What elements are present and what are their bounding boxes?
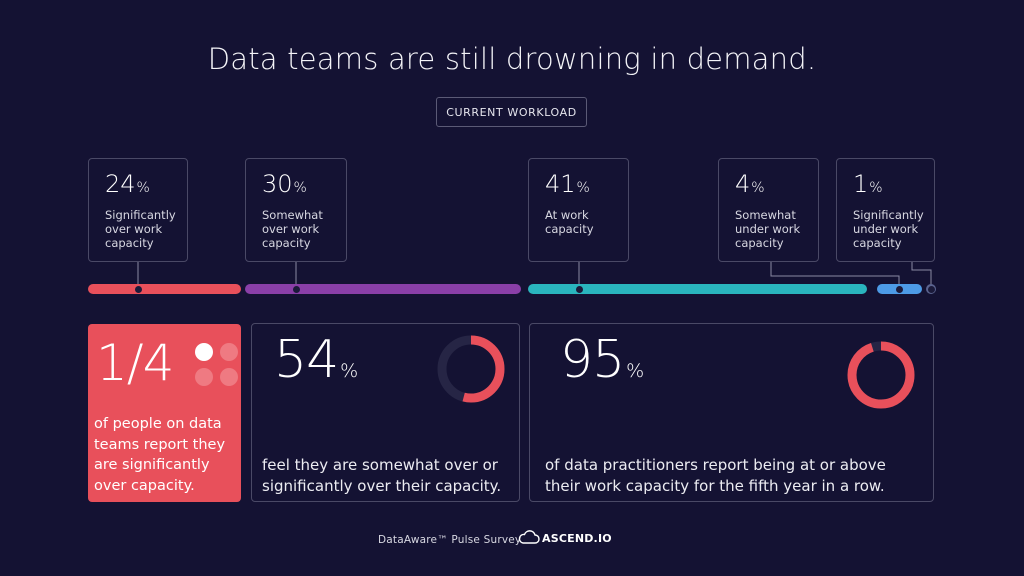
bar-marker-dot: [896, 286, 903, 293]
bar-marker-dot: [576, 286, 583, 293]
cloud-icon: [518, 530, 540, 544]
segment-percent: 24%: [105, 170, 150, 198]
segment-label: Somewhat over work capacity: [262, 208, 323, 251]
stat-card-54: 54% feel they are somewhat over or signi…: [251, 323, 520, 502]
progress-ring-95: [847, 341, 915, 409]
segment-card: 24% Significantly over work capacity: [88, 158, 188, 262]
bar-marker-dot: [928, 286, 935, 293]
section-label: CURRENT WORKLOAD: [436, 97, 587, 127]
bar-segment-significantly-over: [88, 284, 241, 294]
stat-value: 1/4: [96, 334, 174, 392]
brand-logo: ASCEND.IO: [518, 530, 612, 546]
progress-ring-54: [437, 335, 505, 403]
segment-percent: 41%: [545, 170, 590, 198]
stat-card-95: 95% of data practitioners report being a…: [529, 323, 934, 502]
segment-card: 4% Somewhat under work capacity: [718, 158, 819, 262]
stat-card-quarter: 1/4 of people on data teams report they …: [88, 324, 241, 502]
stat-value: 54%: [274, 330, 359, 390]
stat-description: feel they are somewhat over or significa…: [262, 456, 502, 495]
segment-card: 41% At work capacity: [528, 158, 629, 262]
segment-card: 30% Somewhat over work capacity: [245, 158, 347, 262]
ring-fill: [847, 341, 915, 409]
dot-3: [195, 368, 213, 386]
stat-value: 95%: [560, 330, 645, 390]
dot-4: [220, 368, 238, 386]
bar-segment-somewhat-over: [245, 284, 521, 294]
segment-label: Significantly under work capacity: [853, 208, 924, 251]
segment-percent: 4%: [735, 170, 765, 198]
survey-credit: DataAware™ Pulse Survey: [378, 534, 522, 546]
ring-fill: [437, 335, 505, 403]
dot-2: [220, 343, 238, 361]
stat-description: of people on data teams report they are …: [94, 416, 226, 494]
dot-grid-icon: [195, 343, 238, 386]
segment-card: 1% Significantly under work capacity: [836, 158, 935, 262]
brand-name: ASCEND.IO: [542, 531, 612, 545]
stat-description: of data practitioners report being at or…: [545, 456, 886, 495]
bar-marker-dot: [293, 286, 300, 293]
segment-label: At work capacity: [545, 208, 594, 237]
segment-percent: 1%: [853, 170, 883, 198]
segment-label: Somewhat under work capacity: [735, 208, 801, 251]
dot-1: [195, 343, 213, 361]
segment-label: Significantly over work capacity: [105, 208, 176, 251]
page-title: Data teams are still drowning in demand.: [207, 42, 817, 76]
bar-marker-dot: [135, 286, 142, 293]
bar-segment-at-capacity: [528, 284, 867, 294]
segment-percent: 30%: [262, 170, 307, 198]
